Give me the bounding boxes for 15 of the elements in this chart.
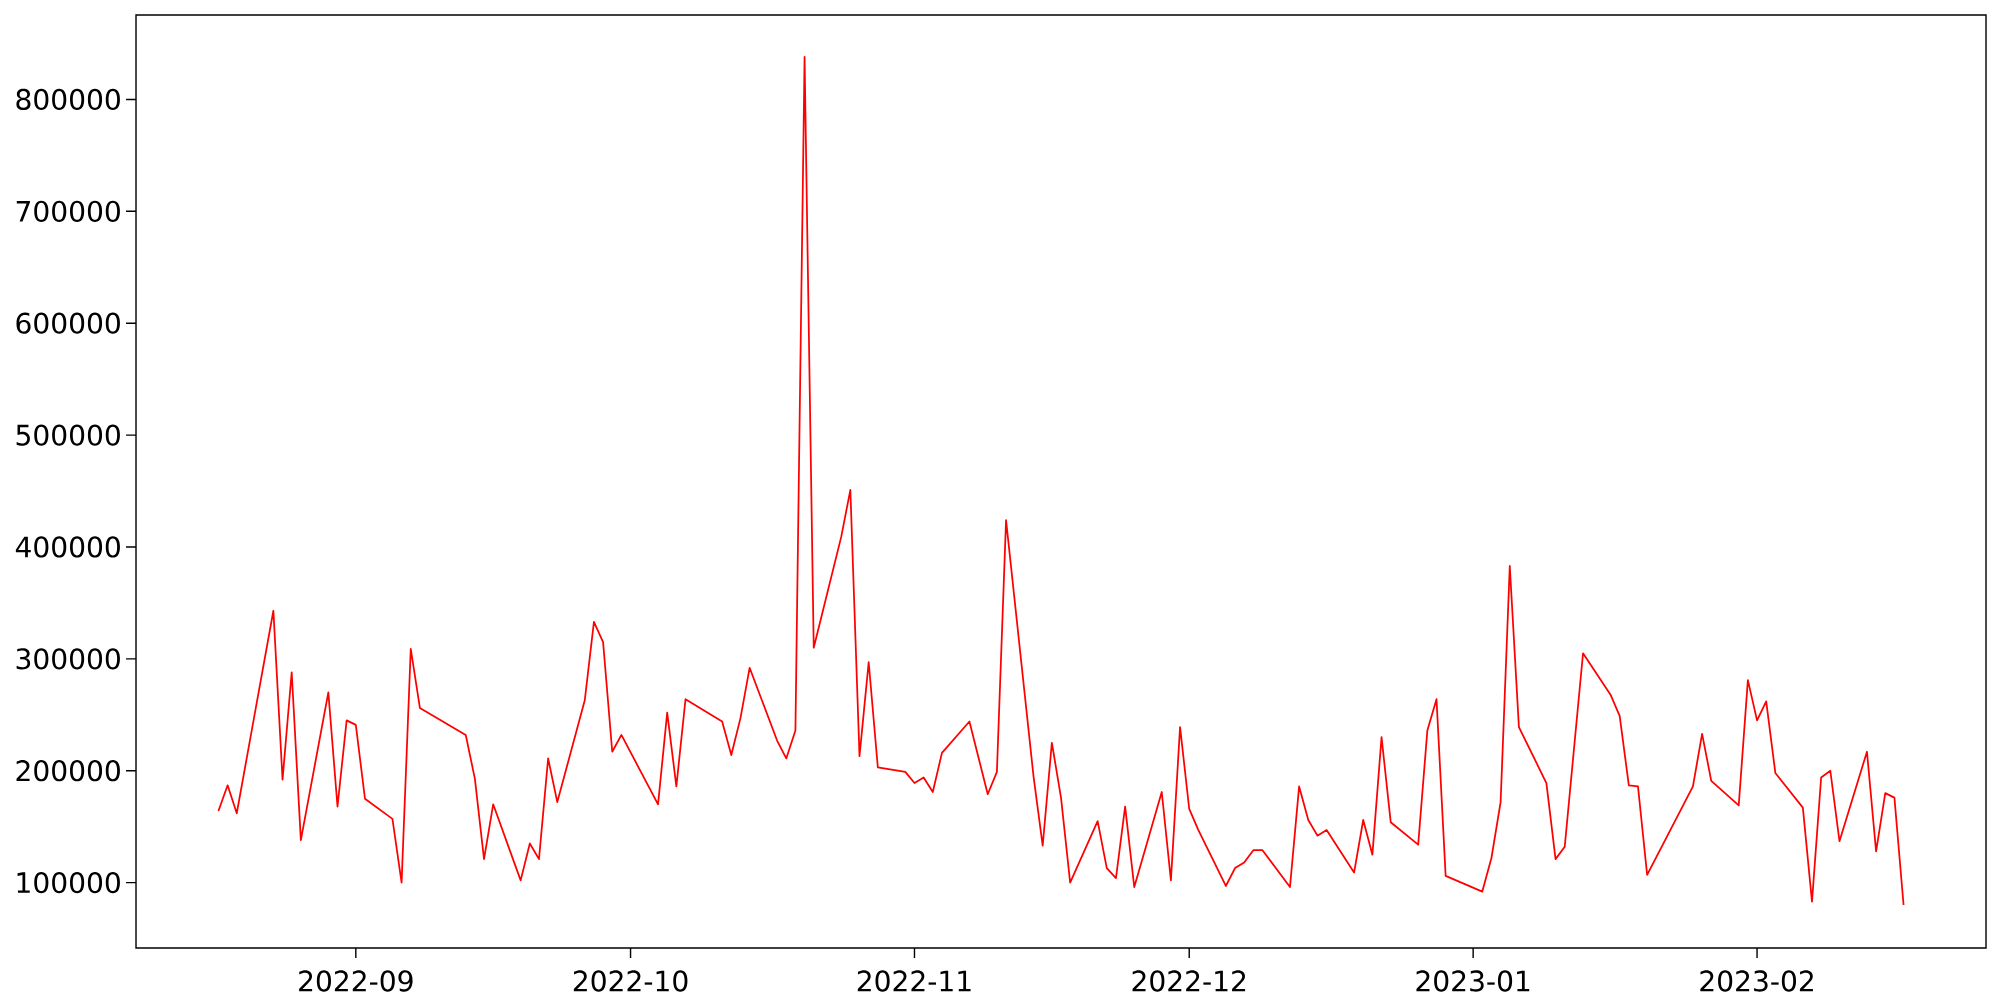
x-tick-label: 2022-09 <box>299 970 413 992</box>
x-tick-label: 2023-02 <box>1700 970 1813 992</box>
y-tick-label: 400000 <box>15 536 120 558</box>
y-tick-label: 200000 <box>16 760 120 782</box>
y-tick-label: 700000 <box>16 200 120 222</box>
x-tick-label: 2022-11 <box>857 970 971 992</box>
y-tick-label: 500000 <box>16 424 120 446</box>
y-tick-label: 800000 <box>16 88 120 111</box>
y-tick-label: 300000 <box>16 648 120 670</box>
x-tick-label: 2023-01 <box>1416 970 1530 992</box>
y-tick-label: 600000 <box>16 312 120 334</box>
y-tick-label: 100000 <box>17 871 120 894</box>
line-series <box>217 56 1905 906</box>
x-tick-label: 2022-12 <box>1132 970 1246 992</box>
x-tick-label: 2022-10 <box>573 970 688 992</box>
